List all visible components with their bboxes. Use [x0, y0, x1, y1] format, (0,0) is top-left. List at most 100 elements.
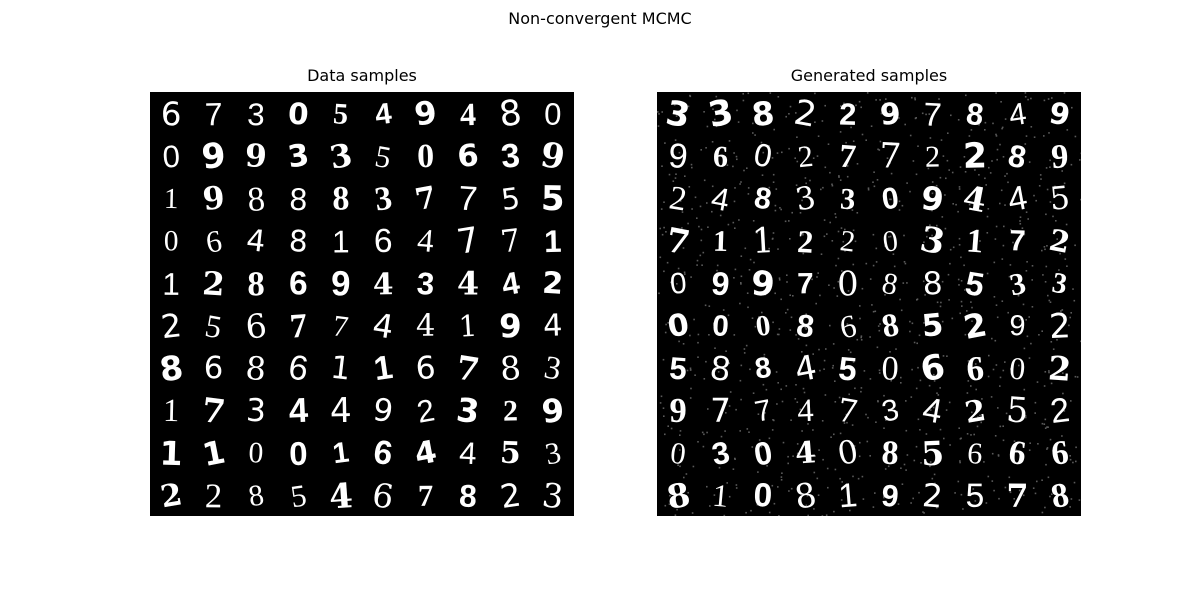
noise-speck — [1030, 126, 1033, 128]
noise-speck — [1062, 372, 1064, 374]
noise-speck — [814, 92, 816, 95]
noise-speck — [929, 465, 931, 468]
noise-speck — [932, 416, 935, 418]
noise-speck — [1045, 167, 1048, 169]
noise-speck — [892, 253, 895, 255]
noise-speck — [968, 119, 971, 122]
digit-sample: 2 — [1046, 223, 1072, 260]
digit-sample: 4 — [797, 393, 815, 430]
digit-sample: 3 — [416, 266, 435, 302]
noise-speck — [877, 400, 879, 402]
noise-speck — [795, 384, 797, 386]
noise-speck — [1023, 233, 1026, 236]
noise-speck — [725, 330, 727, 332]
noise-speck — [814, 121, 816, 123]
noise-speck — [837, 257, 840, 260]
noise-speck — [780, 298, 782, 301]
noise-speck — [750, 509, 752, 512]
digit-sample: 0 — [665, 307, 692, 345]
noise-speck — [664, 433, 666, 436]
noise-speck — [735, 155, 738, 158]
digit-sample: 9 — [499, 307, 522, 345]
noise-speck — [834, 401, 837, 403]
noise-speck — [890, 379, 892, 382]
noise-speck — [739, 430, 741, 432]
noise-speck — [844, 228, 846, 231]
noise-speck — [918, 334, 921, 337]
noise-speck — [771, 429, 774, 431]
noise-speck — [802, 232, 804, 234]
noise-speck — [884, 102, 886, 105]
noise-speck — [716, 264, 719, 267]
noise-speck — [936, 392, 938, 394]
noise-speck — [849, 198, 851, 201]
noise-speck — [911, 322, 914, 325]
noise-speck — [747, 193, 750, 195]
noise-speck — [821, 120, 824, 122]
noise-speck — [805, 313, 807, 315]
noise-speck — [1056, 238, 1058, 240]
noise-speck — [1018, 489, 1021, 492]
noise-speck — [683, 271, 686, 274]
digit-sample: 6 — [289, 265, 308, 302]
noise-speck — [1069, 506, 1071, 508]
noise-speck — [790, 487, 793, 490]
noise-speck — [1038, 185, 1041, 187]
noise-speck — [1048, 371, 1050, 374]
noise-speck — [929, 409, 932, 411]
noise-speck — [762, 383, 765, 386]
noise-speck — [966, 392, 969, 394]
noise-speck — [970, 301, 972, 303]
digit-sample: 2 — [796, 223, 814, 260]
noise-speck — [922, 511, 924, 513]
noise-speck — [752, 220, 755, 222]
noise-speck — [1079, 159, 1081, 161]
noise-speck — [785, 115, 787, 118]
noise-speck — [683, 476, 685, 479]
noise-speck — [927, 167, 930, 170]
noise-speck — [946, 159, 949, 162]
noise-speck — [925, 433, 928, 435]
noise-speck — [738, 219, 740, 221]
digit-sample: 9 — [667, 137, 689, 176]
noise-speck — [995, 135, 998, 137]
noise-speck — [884, 294, 886, 296]
digit-sample: 8 — [879, 307, 902, 345]
noise-speck — [820, 253, 823, 255]
noise-speck — [659, 227, 661, 230]
noise-speck — [788, 220, 790, 222]
noise-speck — [958, 284, 960, 286]
noise-speck — [689, 334, 691, 337]
digit-sample: 5 — [499, 181, 522, 217]
digit-sample: 8 — [792, 475, 820, 516]
noise-speck — [875, 421, 877, 423]
noise-speck — [1021, 227, 1024, 229]
noise-speck — [934, 482, 936, 485]
noise-speck — [802, 252, 805, 255]
noise-speck — [841, 121, 843, 124]
noise-speck — [763, 353, 766, 356]
noise-speck — [911, 368, 913, 371]
noise-speck — [878, 329, 881, 332]
noise-speck — [763, 356, 765, 359]
noise-speck — [769, 92, 772, 94]
noise-speck — [830, 436, 832, 438]
noise-speck — [660, 395, 663, 398]
noise-speck — [910, 502, 912, 504]
noise-speck — [773, 502, 776, 505]
noise-speck — [768, 247, 770, 250]
noise-speck — [1003, 225, 1005, 228]
noise-speck — [740, 283, 742, 285]
noise-speck — [706, 202, 708, 204]
noise-speck — [993, 261, 996, 264]
noise-speck — [1041, 422, 1044, 425]
noise-speck — [1004, 118, 1007, 120]
noise-speck — [1069, 455, 1071, 457]
noise-speck — [790, 419, 792, 421]
noise-speck — [986, 215, 989, 218]
noise-speck — [824, 394, 827, 396]
noise-speck — [743, 352, 746, 354]
noise-speck — [665, 323, 667, 326]
noise-speck — [829, 324, 831, 327]
noise-speck — [927, 230, 929, 232]
